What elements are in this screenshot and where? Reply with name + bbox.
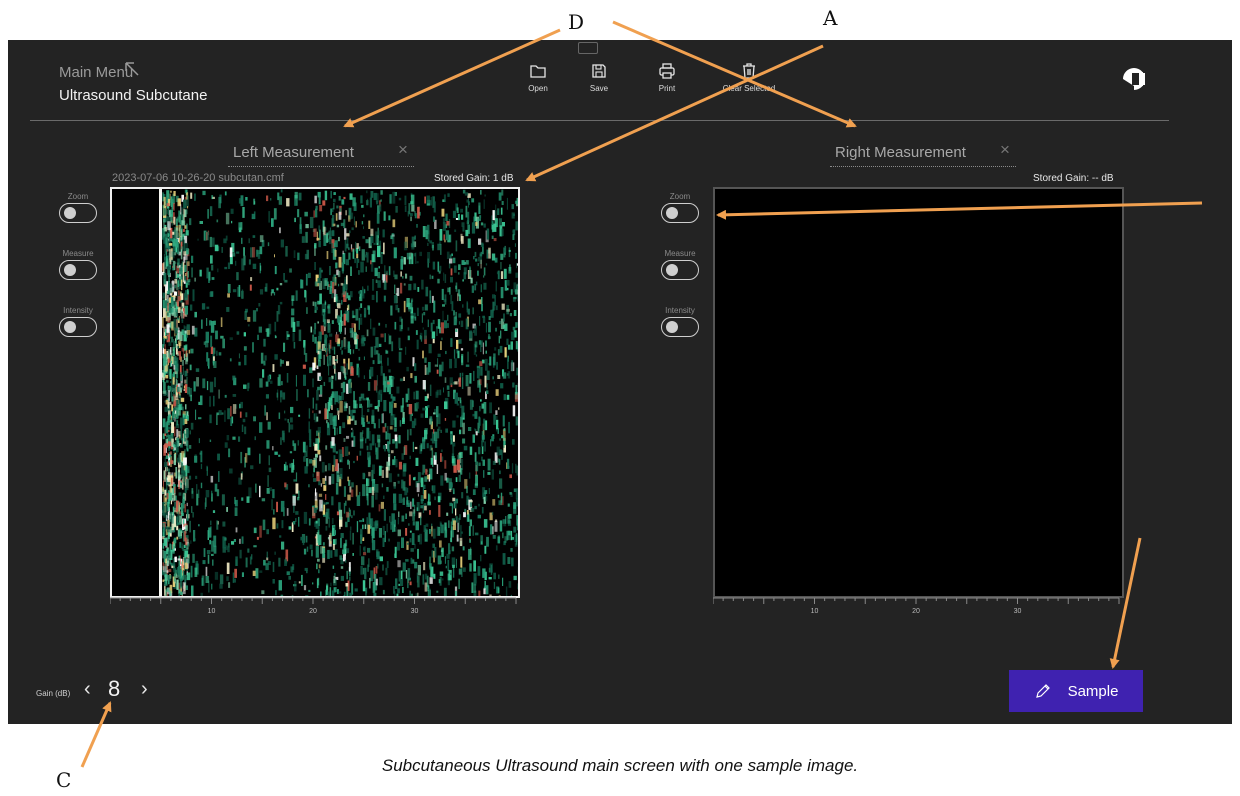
zoom-label: Zoom (67, 192, 89, 201)
axis-scale: 10 20 30 (110, 597, 517, 615)
right-measurement-field[interactable]: Right Measurement × (830, 140, 1016, 167)
arrow-up-left-icon[interactable] (123, 60, 141, 78)
drag-handle[interactable] (578, 42, 598, 54)
arrow-d-right (612, 20, 857, 128)
arrow-b (1109, 537, 1142, 669)
axis-tick-label: 20 (912, 608, 920, 615)
close-icon[interactable]: × (398, 140, 408, 159)
zoom-label: Zoom (669, 192, 691, 201)
figure-caption: Subcutaneous Ultrasound main screen with… (381, 756, 859, 775)
left-intensity-toggle[interactable]: Intensity (53, 306, 103, 337)
gain-value: 8 (108, 676, 121, 701)
annotation-letter-a: A (823, 6, 838, 30)
arrow-d-left (343, 28, 561, 128)
arrow-e (716, 201, 1203, 220)
left-zoom-toggle[interactable]: Zoom (53, 192, 103, 223)
axis-scale: 10 20 30 (713, 597, 1120, 615)
left-measure-toggle[interactable]: Measure (53, 249, 103, 280)
print-button[interactable]: Print (632, 62, 702, 93)
right-intensity-toggle[interactable]: Intensity (655, 306, 705, 337)
print-label: Print (658, 84, 676, 93)
folder-icon (530, 65, 546, 78)
open-button[interactable]: Open (503, 62, 573, 93)
right-zoom-toggle[interactable]: Zoom (655, 192, 705, 223)
right-image-axis: 10 20 30 (713, 596, 1123, 616)
brand-logo (1123, 68, 1145, 90)
app-screen: Main Menu Ultrasound Subcutane Open Save… (8, 40, 1232, 724)
main-menu-link[interactable]: Main Menu (59, 64, 134, 81)
save-label: Save (589, 84, 609, 93)
toggle-switch[interactable] (661, 260, 699, 280)
right-stored-gain: Stored Gain: -- dB (1033, 173, 1114, 184)
ultrasound-scan (159, 189, 518, 596)
sample-button[interactable]: Sample (1009, 670, 1143, 712)
toggle-switch[interactable] (59, 317, 97, 337)
axis-tick-label: 10 (811, 608, 819, 615)
right-ultrasound-image[interactable] (713, 187, 1124, 598)
left-stored-gain: Stored Gain: 1 dB (434, 173, 514, 184)
annotation-letter-c: C (56, 768, 72, 792)
toggle-switch[interactable] (661, 317, 699, 337)
arrow-c (80, 701, 112, 768)
pencil-icon (1035, 684, 1050, 698)
axis-tick-label: 20 (309, 608, 317, 615)
header-divider (30, 120, 1169, 121)
left-measurement-label: Left Measurement (233, 144, 354, 161)
measure-label: Measure (664, 249, 696, 258)
toggle-switch[interactable] (661, 203, 699, 223)
intensity-label: Intensity (665, 306, 695, 315)
axis-tick-label: 10 (208, 608, 216, 615)
floppy-disk-icon (592, 64, 606, 78)
arrow-a (525, 44, 824, 182)
app-title: Ultrasound Subcutane (59, 87, 208, 104)
intensity-label: Intensity (63, 306, 93, 315)
printer-icon (659, 63, 675, 79)
annotation-letter-d: D (568, 10, 585, 34)
toggle-switch[interactable] (59, 260, 97, 280)
right-measurement-label: Right Measurement (835, 144, 966, 161)
save-button[interactable]: Save (564, 62, 634, 93)
sample-button-label: Sample (1067, 682, 1119, 700)
chevron-right-icon[interactable]: › (141, 678, 148, 700)
right-measure-toggle[interactable]: Measure (655, 249, 705, 280)
clear-selected-label: Clear Selected (722, 84, 776, 93)
axis-tick-label: 30 (411, 608, 419, 615)
measure-label: Measure (62, 249, 94, 258)
gain-label: Gain (dB) (36, 689, 71, 698)
toggle-switch[interactable] (59, 203, 97, 223)
open-label: Open (528, 84, 548, 93)
left-ultrasound-image[interactable] (110, 187, 520, 598)
chevron-left-icon[interactable]: ‹ (84, 678, 91, 700)
close-icon[interactable]: × (1000, 140, 1010, 159)
left-image-axis: 10 20 30 (110, 596, 520, 616)
left-measurement-field[interactable]: Left Measurement × (228, 140, 414, 167)
axis-tick-label: 30 (1014, 608, 1022, 615)
file-info: 2023-07-06 10-26-20 subcutan.cmf (112, 172, 284, 184)
